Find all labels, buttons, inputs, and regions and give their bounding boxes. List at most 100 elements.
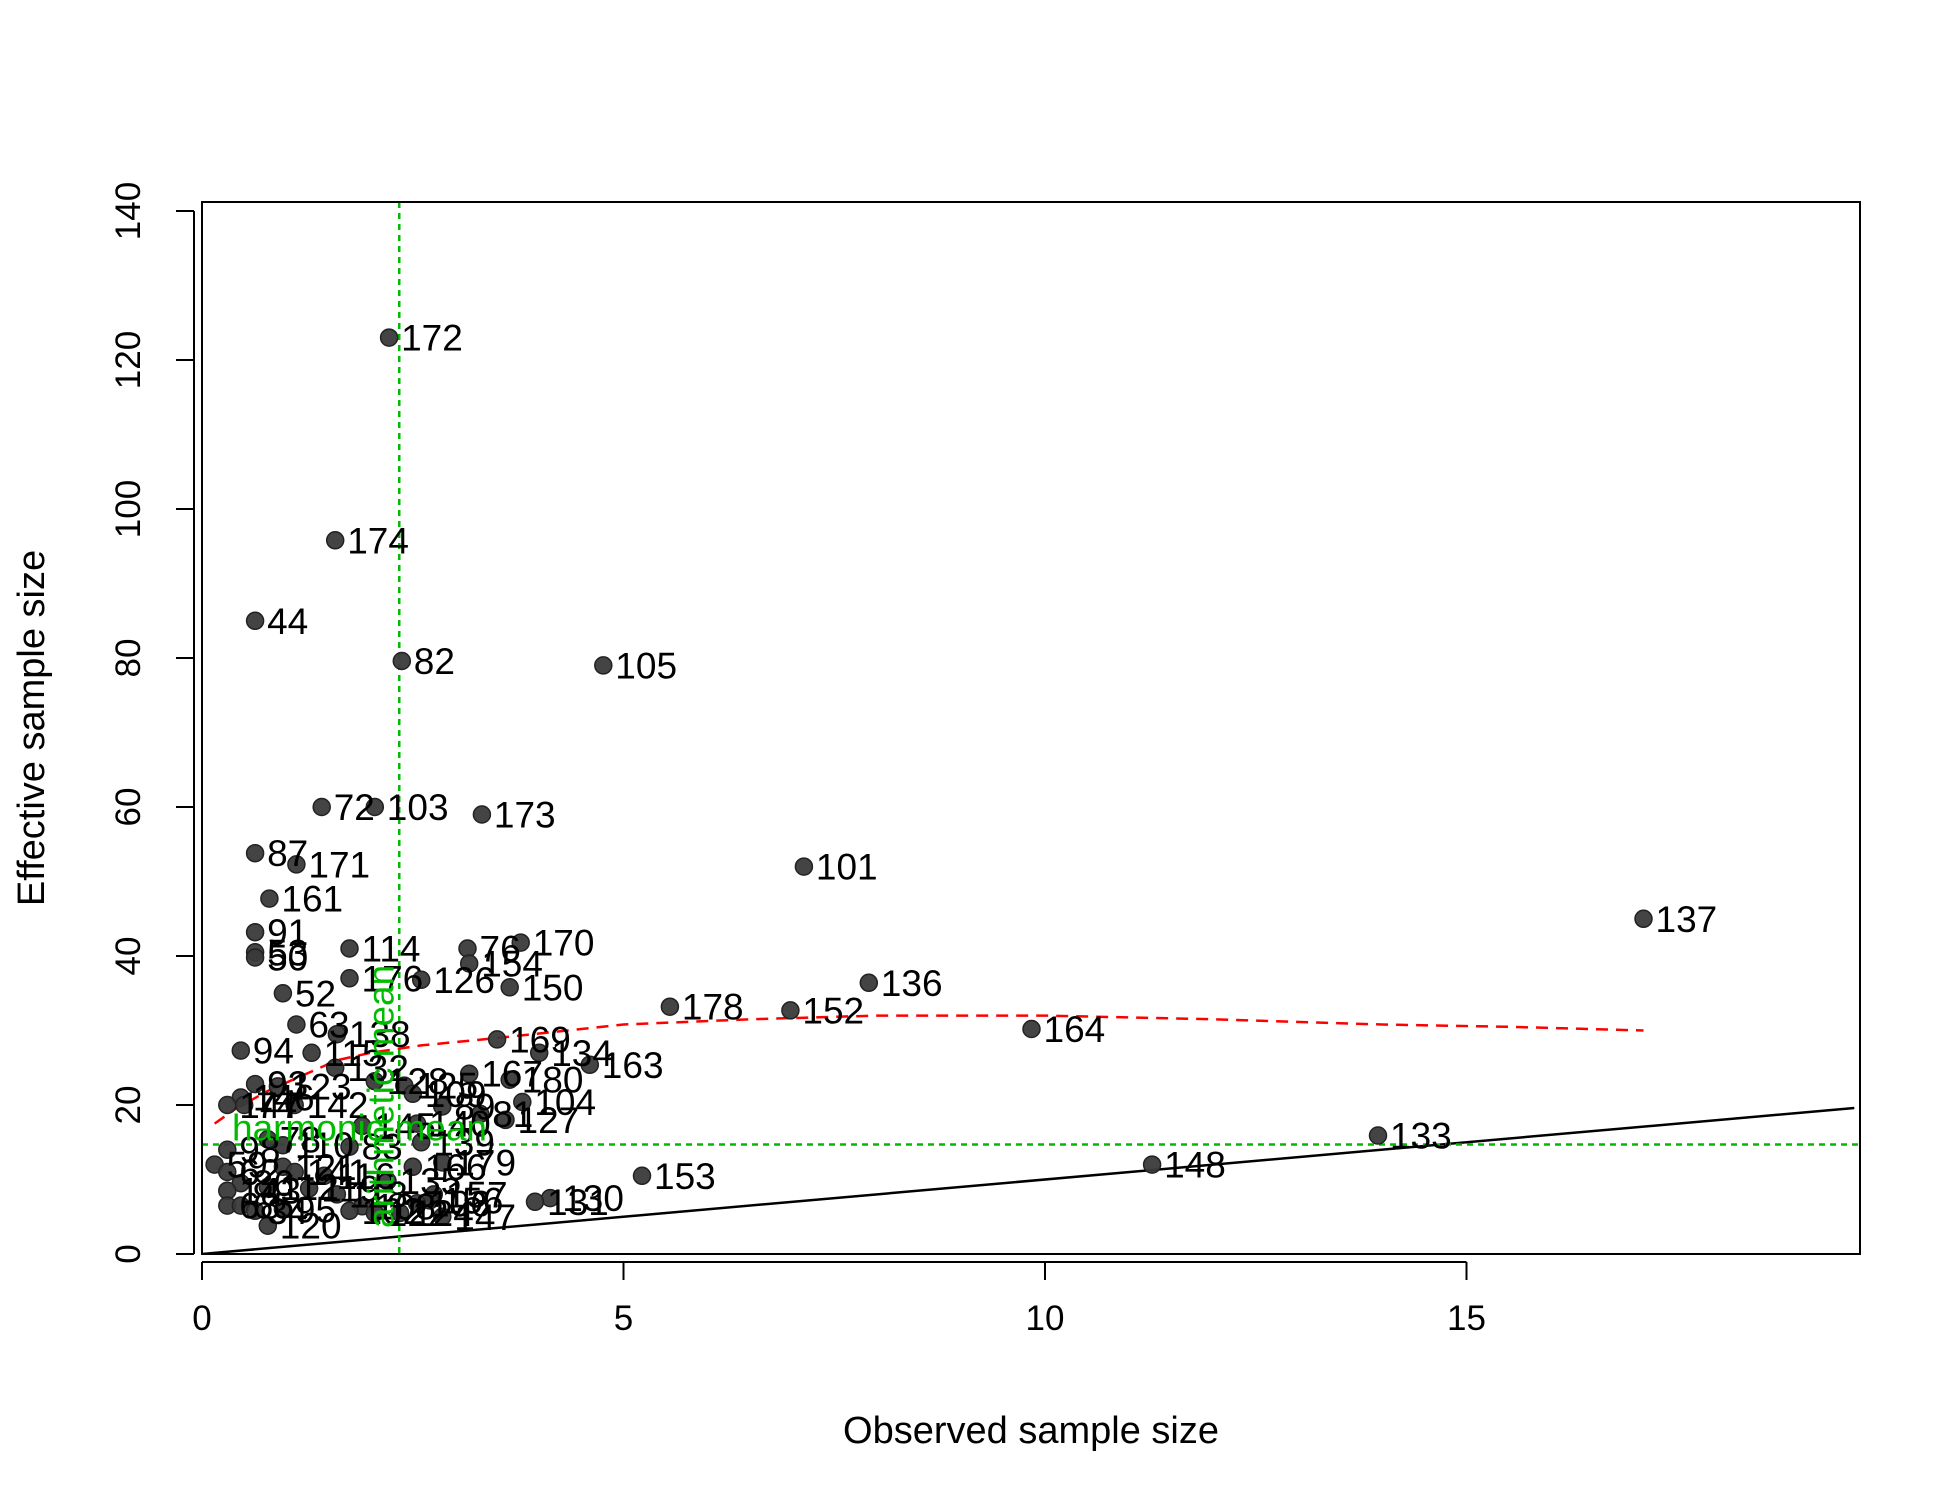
data-point-118 — [327, 1185, 347, 1204]
point-label-123: 123 — [290, 1066, 352, 1107]
y-tick-label-100: 100 — [109, 480, 148, 538]
data-point-110 — [273, 1135, 293, 1155]
point-label-83: 83 — [362, 1127, 403, 1168]
point-label-86: 86 — [253, 1163, 294, 1204]
point-label-133: 133 — [1390, 1116, 1452, 1157]
data-point-142 — [285, 1095, 304, 1115]
point-label-104: 104 — [534, 1082, 596, 1123]
data-point-114 — [340, 939, 359, 958]
data-point-141 — [285, 1162, 304, 1182]
data-point-82 — [392, 651, 412, 671]
point-label-102: 102 — [362, 1191, 424, 1232]
data-point-94 — [231, 1041, 251, 1060]
point-label-134: 134 — [551, 1033, 613, 1074]
point-label-138: 138 — [349, 1014, 411, 1055]
point-label-137: 137 — [1656, 899, 1718, 940]
y-tick-label-0: 0 — [109, 1244, 148, 1263]
point-label-93: 93 — [267, 1064, 308, 1105]
point-label-157: 157 — [446, 1174, 508, 1215]
point-label-130: 130 — [562, 1178, 624, 1219]
point-label-163: 163 — [602, 1045, 664, 1086]
point-label-170: 170 — [533, 923, 595, 964]
point-label-147: 147 — [239, 1085, 301, 1126]
data-point-95 — [273, 1200, 293, 1219]
point-label-136: 136 — [881, 963, 943, 1004]
y-tick-label-60: 60 — [109, 788, 148, 827]
point-label-178: 178 — [682, 987, 744, 1028]
point-label-34: 34 — [267, 1191, 308, 1232]
point-label-147b: 147 — [454, 1197, 516, 1238]
point-label-63: 63 — [308, 1005, 349, 1046]
point-label-81: 81 — [492, 1094, 533, 1135]
point-label-89: 89 — [454, 1087, 495, 1128]
point-label-76: 76 — [480, 929, 521, 970]
data-point-119 — [299, 1179, 319, 1198]
data-point-180 — [500, 1070, 519, 1089]
point-label-106: 106 — [429, 1183, 491, 1224]
point-label-119: 119 — [321, 1168, 380, 1209]
point-label-118: 118 — [349, 1174, 408, 1215]
data-point-63 — [287, 1015, 306, 1034]
point-label-145: 145 — [374, 1106, 436, 1147]
data-point-50 — [245, 948, 265, 967]
point-label-179: 179 — [454, 1142, 516, 1183]
point-label-132: 132 — [347, 1048, 409, 1089]
data-point-131 — [525, 1192, 545, 1212]
data-point-104 — [513, 1092, 532, 1112]
data-point-123 — [268, 1077, 288, 1096]
x-tick-label-10: 10 — [1026, 1299, 1065, 1338]
point-label-167: 167 — [481, 1054, 543, 1095]
point-label-82: 82 — [414, 641, 455, 682]
data-point-127 — [496, 1110, 515, 1130]
data-point-122 — [365, 1203, 385, 1223]
data-point-101 — [794, 857, 814, 876]
harmonic-mean-label: harmonic mean — [232, 1107, 487, 1148]
x-tick-label-0: 0 — [192, 1299, 211, 1338]
point-label-150: 150 — [522, 967, 584, 1008]
data-point-135 — [378, 1171, 397, 1191]
point-label-94: 94 — [253, 1031, 294, 1072]
data-point-154 — [459, 954, 479, 973]
point-label-87: 87 — [267, 833, 308, 874]
point-label-74: 74 — [256, 1085, 297, 1126]
data-point-115 — [302, 1043, 321, 1063]
data-point-173 — [472, 805, 492, 824]
point-label-139: 139 — [433, 1122, 495, 1163]
point-label-59: 59 — [227, 1145, 268, 1186]
data-point-91 — [245, 922, 265, 942]
point-label-174: 174 — [347, 520, 409, 561]
data-point-152 — [781, 1001, 800, 1020]
point-label-131: 131 — [547, 1182, 609, 1223]
point-label-143: 143 — [239, 1171, 301, 1212]
data-point-83 — [340, 1137, 359, 1156]
point-label-109: 109 — [425, 1074, 487, 1115]
data-point-102 — [340, 1201, 359, 1221]
data-point-98 — [218, 1140, 237, 1159]
data-point-132 — [325, 1058, 345, 1078]
y-tick-label-140: 140 — [109, 182, 148, 240]
point-label-125: 125 — [416, 1066, 478, 1107]
point-label-127: 127 — [518, 1100, 580, 1141]
point-label-103: 103 — [387, 787, 449, 828]
data-point-153 — [632, 1166, 652, 1186]
point-label-91: 91 — [267, 912, 308, 953]
data-point-126 — [411, 970, 431, 990]
point-label-156: 156 — [442, 1180, 504, 1221]
x-tick-label-15: 15 — [1447, 1299, 1486, 1338]
point-label-65: 65 — [253, 1186, 294, 1227]
data-point-164 — [1022, 1019, 1041, 1039]
point-label-141: 141 — [307, 1152, 369, 1193]
point-label-166: 166 — [425, 1147, 487, 1188]
point-label-152: 152 — [802, 990, 864, 1031]
data-point-93 — [245, 1074, 265, 1094]
point-label-176: 176 — [362, 958, 424, 999]
point-label-128: 128 — [387, 1061, 449, 1102]
data-point-120 — [258, 1216, 278, 1235]
y-tick-label-40: 40 — [109, 937, 148, 976]
data-point-81 — [470, 1104, 490, 1124]
point-label-52: 52 — [295, 973, 336, 1014]
point-label-161: 161 — [281, 879, 343, 920]
